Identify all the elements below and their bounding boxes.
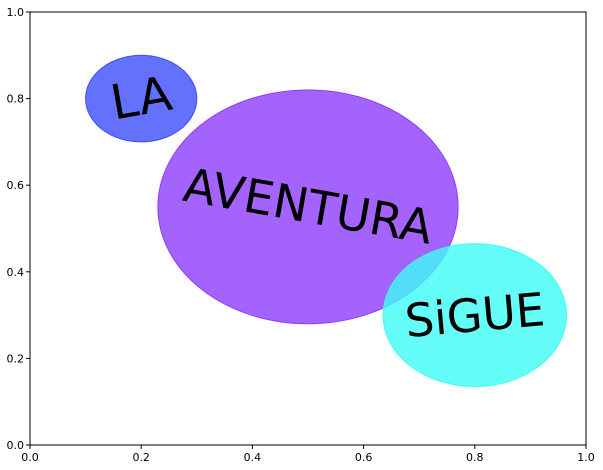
bubble-sigue	[382, 243, 568, 388]
bubble-aventura	[157, 89, 459, 325]
x-tick-label: 0.0	[21, 451, 39, 464]
y-tick-label: 0.4	[7, 266, 25, 279]
y-tick-label: 0.8	[7, 93, 25, 106]
x-tick-label: 0.2	[132, 451, 150, 464]
y-axis: 0.0 0.2 0.4 0.6 0.8 1.0	[7, 6, 30, 452]
bubble-word-sigue: SiGUE	[403, 282, 547, 348]
y-tick-label: 0.2	[7, 352, 25, 365]
y-tick-label: 0.6	[7, 179, 25, 192]
x-tick-label: 0.6	[355, 451, 373, 464]
x-tick-label: 0.4	[244, 451, 262, 464]
y-tick-label: 0.0	[7, 439, 25, 452]
bubble-la	[85, 54, 198, 143]
plot-frame	[29, 11, 587, 446]
y-tick-label: 1.0	[7, 6, 25, 19]
x-tick-label: 1.0	[577, 451, 595, 464]
x-axis: 0.0 0.2 0.4 0.6 0.8 1.0	[21, 445, 595, 464]
x-tick-label: 0.8	[466, 451, 484, 464]
bubble-word-la: LA	[106, 66, 176, 132]
